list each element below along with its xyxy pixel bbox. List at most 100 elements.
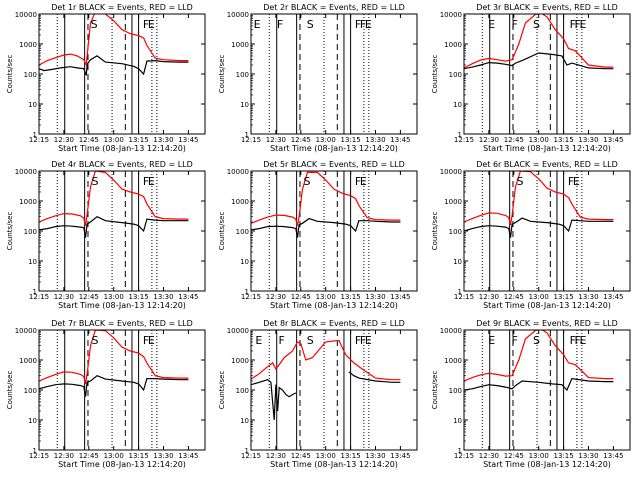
plot-area: S FE: [39, 171, 189, 291]
y-tick-label: 1: [33, 447, 37, 455]
panel-1: Det 1r BLACK = Events, RED = LLD Counts/s…: [6, 3, 206, 153]
plot-area: S FE: [251, 171, 401, 291]
x-tick-label: 13:45: [603, 293, 623, 301]
panel-title: Det 6r BLACK = Events, RED = LLD: [476, 160, 618, 169]
x-axis-label: Start Time (08-Jan-13 12:14:20): [270, 301, 398, 310]
marker-letter: E: [365, 334, 372, 347]
x-axis-label: Start Time (08-Jan-13 12:14:20): [483, 460, 611, 469]
x-tick-label: 13:15: [129, 293, 149, 301]
x-tick-label: 13:00: [529, 293, 549, 301]
panel-title: Det 7r BLACK = Events, RED = LLD: [51, 319, 193, 328]
marker-letter: E: [488, 18, 495, 31]
y-tick-label: 100: [24, 387, 37, 395]
x-tick-label: 12:45: [504, 293, 524, 301]
y-tick-label: 1: [33, 131, 37, 139]
x-tick-label: 13:30: [578, 293, 598, 301]
y-tick-label: 1: [33, 288, 37, 296]
x-tick-label: 12:15: [241, 452, 261, 460]
marker-letter: S: [91, 334, 98, 347]
series-events-line: [464, 377, 614, 392]
marker-letter: S: [307, 334, 314, 347]
x-tick-label: 12:30: [266, 452, 286, 460]
plot-area: S FE: [464, 171, 614, 291]
series-lld-line: [39, 171, 189, 226]
y-tick-label: 100: [449, 71, 462, 79]
marker-letter: S: [91, 18, 98, 31]
y-axis-label: Counts/sec: [218, 212, 226, 251]
panel-2: Det 2r BLACK = Events, RED = LLD Counts/s…: [218, 3, 418, 153]
x-tick-label: 12:15: [29, 293, 49, 301]
marker-letter: S: [303, 175, 310, 188]
x-tick-label: 13:15: [129, 452, 149, 460]
panel-title: Det 8r BLACK = Events, RED = LLD: [263, 319, 405, 328]
marker-letter: F: [570, 18, 576, 31]
series-events-line: [39, 215, 189, 238]
x-tick-label: 13:00: [529, 452, 549, 460]
y-tick-label: 1000: [444, 357, 462, 365]
x-tick-label: 12:15: [454, 136, 474, 144]
x-axis-label: Start Time (08-Jan-13 12:14:20): [483, 144, 611, 153]
y-tick-label: 10: [453, 417, 462, 425]
x-tick-label: 13:45: [390, 136, 410, 144]
x-tick-label: 13:45: [390, 452, 410, 460]
x-tick-label: 12:45: [504, 136, 524, 144]
y-tick-label: 1000: [19, 41, 37, 49]
panel-5: Det 5r BLACK = Events, RED = LLD Counts/s…: [218, 160, 418, 310]
x-tick-label: 13:45: [603, 452, 623, 460]
marker-letter: E: [255, 334, 262, 347]
y-tick-label: 1: [458, 447, 462, 455]
y-tick-label: 1: [245, 288, 249, 296]
y-tick-label: 10000: [227, 327, 249, 335]
x-tick-label: 12:30: [266, 136, 286, 144]
x-tick-label: 12:15: [29, 136, 49, 144]
y-tick-label: 1: [245, 131, 249, 139]
y-axis-label: Counts/sec: [6, 55, 14, 94]
marker-letter: F: [143, 18, 149, 31]
y-tick-label: 100: [24, 228, 37, 236]
marker-letter: S: [307, 18, 314, 31]
marker-letter: S: [516, 175, 523, 188]
x-axis-label: Start Time (08-Jan-13 12:14:20): [483, 301, 611, 310]
series-lld-line: [464, 14, 614, 69]
panel-frame: [463, 13, 631, 135]
x-tick-label: 12:15: [241, 136, 261, 144]
x-tick-label: 13:00: [529, 136, 549, 144]
y-tick-label: 10: [28, 417, 37, 425]
x-tick-label: 12:15: [29, 452, 49, 460]
panel-frame: [38, 13, 206, 135]
marker-letter: E: [254, 18, 261, 31]
series-lld-line: [39, 14, 189, 68]
plot-area: S FE: [39, 14, 189, 134]
x-tick-label: 13:15: [341, 136, 361, 144]
x-tick-label: 12:45: [79, 293, 99, 301]
y-axis-label: Counts/sec: [431, 371, 439, 410]
series-events-line: [251, 217, 401, 238]
x-tick-label: 12:45: [291, 452, 311, 460]
plot-area: E F S FFE: [254, 14, 372, 134]
y-tick-label: 10000: [15, 11, 37, 19]
panel-title: Det 2r BLACK = Events, RED = LLD: [263, 3, 405, 12]
y-axis-label: Counts/sec: [218, 371, 226, 410]
x-tick-label: 12:45: [79, 452, 99, 460]
x-tick-label: 13:30: [365, 293, 385, 301]
panel-frame: [463, 170, 631, 292]
x-tick-label: 12:30: [479, 293, 499, 301]
y-tick-label: 10: [28, 101, 37, 109]
x-tick-label: 13:30: [153, 293, 173, 301]
panel-6: Det 6r BLACK = Events, RED = LLD Counts/s…: [431, 160, 631, 310]
y-tick-label: 10000: [440, 11, 462, 19]
panel-frame: [250, 13, 418, 135]
marker-letter: S: [91, 175, 98, 188]
x-tick-label: 12:30: [54, 136, 74, 144]
y-tick-label: 10: [240, 417, 249, 425]
y-tick-label: 1000: [444, 41, 462, 49]
y-tick-label: 10: [453, 101, 462, 109]
x-tick-label: 13:00: [104, 452, 124, 460]
y-tick-label: 100: [24, 71, 37, 79]
panel-7: Det 7r BLACK = Events, RED = LLD Counts/s…: [6, 319, 206, 469]
series-events-line: [464, 52, 614, 70]
marker-letter: S: [533, 18, 540, 31]
y-axis-label: Counts/sec: [431, 55, 439, 94]
x-axis-label: Start Time (08-Jan-13 12:14:20): [270, 144, 398, 153]
